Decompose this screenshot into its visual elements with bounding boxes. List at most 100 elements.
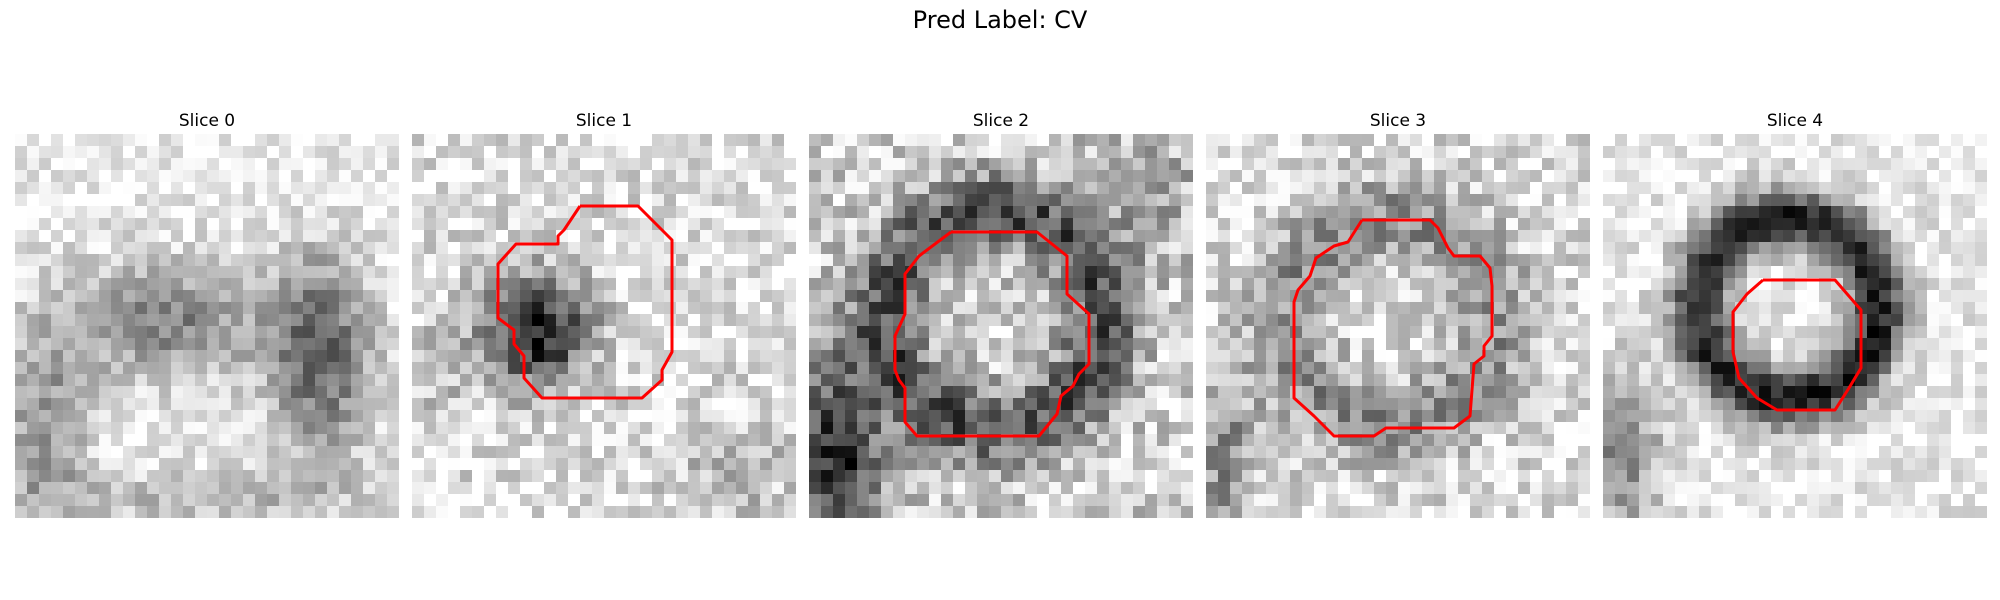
- pixel: [1242, 314, 1255, 327]
- pixel: [375, 338, 388, 351]
- pixel: [1939, 314, 1952, 327]
- pixel: [1302, 350, 1315, 363]
- pixel: [123, 158, 136, 171]
- pixel: [63, 290, 76, 303]
- pixel: [1939, 350, 1952, 363]
- pixel: [267, 146, 280, 159]
- pixel: [1530, 386, 1543, 399]
- pixel: [1651, 254, 1664, 267]
- pixel: [1025, 458, 1038, 471]
- pixel: [1578, 506, 1590, 518]
- pixel: [412, 278, 425, 291]
- pixel: [267, 410, 280, 423]
- pixel: [243, 386, 256, 399]
- pixel: [1374, 146, 1387, 159]
- pixel: [508, 386, 521, 399]
- pixel: [496, 242, 509, 255]
- pixel: [833, 218, 846, 231]
- pixel: [532, 458, 545, 471]
- pixel: [929, 446, 942, 459]
- pixel: [1735, 206, 1748, 219]
- pixel: [1819, 230, 1832, 243]
- pixel: [147, 470, 160, 483]
- pixel: [628, 230, 641, 243]
- pixel: [1530, 314, 1543, 327]
- pixel: [1687, 302, 1700, 315]
- pixel: [1157, 290, 1170, 303]
- pixel: [1458, 302, 1471, 315]
- pixel: [640, 302, 653, 315]
- pixel: [75, 506, 88, 518]
- pixel: [1747, 314, 1760, 327]
- pixel: [1723, 290, 1736, 303]
- slice-title: Slice 0: [178, 111, 236, 131]
- pixel: [905, 230, 918, 243]
- pixel: [1819, 326, 1832, 339]
- pixel: [1230, 482, 1243, 495]
- pixel: [1037, 206, 1050, 219]
- pixel: [1891, 218, 1904, 231]
- slice-panel-1: Slice 1: [412, 108, 796, 518]
- pixel: [1218, 290, 1231, 303]
- pixel: [1350, 170, 1363, 183]
- pixel: [339, 146, 352, 159]
- pixel: [809, 290, 822, 303]
- pixel: [255, 146, 268, 159]
- pixel: [1506, 326, 1519, 339]
- pixel: [87, 194, 100, 207]
- pixel: [1218, 362, 1231, 375]
- pixel: [484, 302, 497, 315]
- pixel: [1699, 398, 1712, 411]
- pixel: [652, 290, 665, 303]
- pixel: [1939, 254, 1952, 267]
- pixel: [363, 470, 376, 483]
- pixel: [1927, 266, 1940, 279]
- pixel: [1242, 194, 1255, 207]
- pixel: [1975, 398, 1987, 411]
- pixel: [1206, 254, 1219, 267]
- pixel: [1603, 398, 1616, 411]
- pixel: [496, 338, 509, 351]
- pixel: [1795, 146, 1808, 159]
- pixel: [1398, 278, 1411, 291]
- pixel: [821, 278, 834, 291]
- pixel: [1506, 398, 1519, 411]
- pixel: [207, 326, 220, 339]
- pixel: [917, 338, 930, 351]
- pixel: [1001, 302, 1014, 315]
- pixel: [1218, 374, 1231, 387]
- pixel: [387, 314, 399, 327]
- pixel: [1410, 278, 1423, 291]
- pixel: [1121, 266, 1134, 279]
- pixel: [1254, 422, 1267, 435]
- pixel: [183, 230, 196, 243]
- pixel: [111, 350, 124, 363]
- pixel: [1699, 182, 1712, 195]
- pixel: [1759, 410, 1772, 423]
- pixel: [965, 470, 978, 483]
- pixel: [784, 326, 796, 339]
- pixel: [1230, 242, 1243, 255]
- pixel: [1494, 338, 1507, 351]
- pixel: [472, 242, 485, 255]
- pixel: [472, 254, 485, 267]
- pixel: [1013, 398, 1026, 411]
- pixel: [809, 362, 822, 375]
- pixel: [1181, 338, 1193, 351]
- pixel: [1566, 446, 1579, 459]
- pixel: [905, 434, 918, 447]
- pixel: [652, 326, 665, 339]
- pixel: [1230, 494, 1243, 507]
- pixel: [568, 338, 581, 351]
- pixel: [1518, 278, 1531, 291]
- pixel: [1374, 242, 1387, 255]
- pixel: [315, 302, 328, 315]
- pixel: [1603, 386, 1616, 399]
- pixel: [1314, 470, 1327, 483]
- pixel: [1446, 350, 1459, 363]
- pixel: [1518, 134, 1531, 147]
- pixel: [424, 158, 437, 171]
- pixel: [929, 458, 942, 471]
- pixel: [279, 434, 292, 447]
- pixel: [1169, 290, 1182, 303]
